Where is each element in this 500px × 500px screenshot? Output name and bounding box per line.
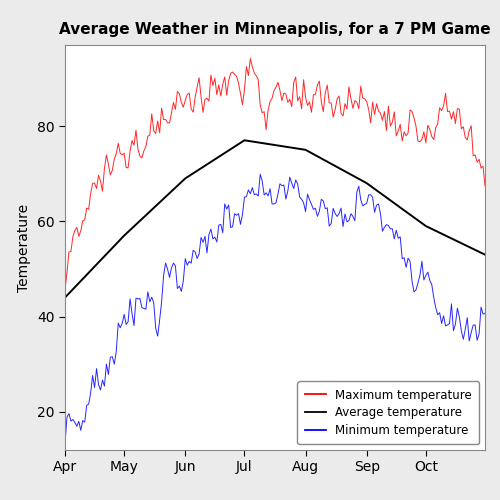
Title: Average Weather in Minneapolis, for a 7 PM Game: Average Weather in Minneapolis, for a 7 …	[59, 22, 491, 37]
Y-axis label: Temperature: Temperature	[18, 204, 32, 292]
Legend: Maximum temperature, Average temperature, Minimum temperature: Maximum temperature, Average temperature…	[298, 382, 479, 444]
